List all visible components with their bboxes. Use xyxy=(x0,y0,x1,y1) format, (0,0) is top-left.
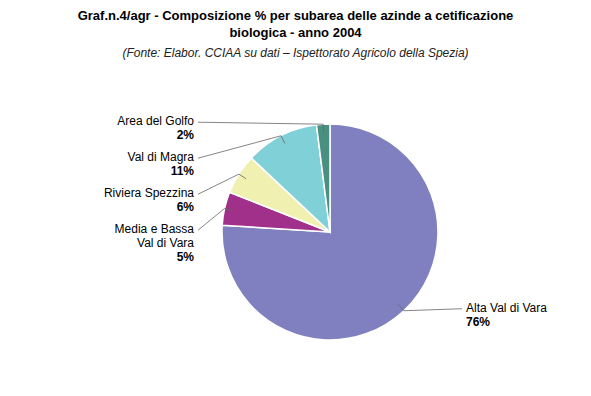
category-label: Media e BassaVal di Vara xyxy=(115,222,195,250)
pie-slice xyxy=(222,124,438,340)
data-label: 5% xyxy=(177,250,195,264)
category-label: Val di Magra xyxy=(128,150,195,164)
category-label: Area del Golfo xyxy=(117,114,194,128)
data-label: 2% xyxy=(177,128,195,142)
pie-slice xyxy=(316,124,330,232)
chart: Graf.n.4/agr - Composizione % per subare… xyxy=(0,0,591,396)
title: Graf.n.4/agr - Composizione % per subare… xyxy=(78,8,514,40)
leader-line xyxy=(198,136,285,158)
category-label: Alta Val di Vara xyxy=(466,301,547,315)
data-label: 6% xyxy=(177,200,195,214)
leader-line xyxy=(198,174,246,194)
category-label: Riviera Spezzina xyxy=(104,186,194,200)
pie xyxy=(222,124,438,340)
leader-line xyxy=(198,122,324,133)
leader-line xyxy=(398,304,462,310)
labels: Area del Golfo2% Val di Magra11% Riviera S… xyxy=(104,114,547,329)
leader-line xyxy=(198,208,233,230)
data-label: 11% xyxy=(171,164,195,178)
subtitle: (Fonte: Elabor. CCIAA su dati – Ispettor… xyxy=(122,46,468,60)
data-label: 76% xyxy=(466,315,490,329)
